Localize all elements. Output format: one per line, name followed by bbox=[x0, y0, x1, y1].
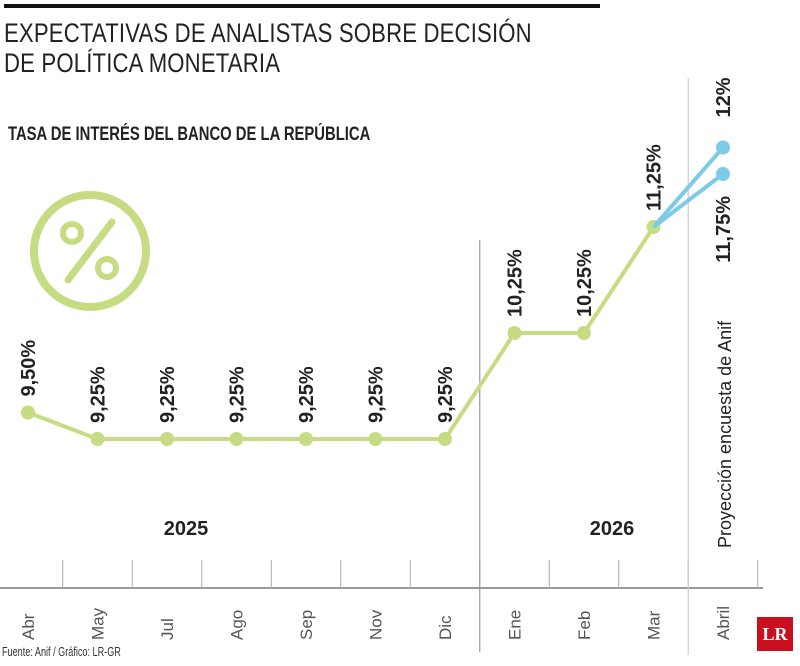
data-point bbox=[716, 167, 730, 181]
data-label: 9,25% bbox=[227, 366, 249, 423]
year-label: 2025 bbox=[164, 518, 209, 540]
data-label: 9,50% bbox=[18, 340, 40, 397]
data-label: 9,25% bbox=[157, 366, 179, 423]
data-point bbox=[368, 432, 383, 446]
data-label: 10,25% bbox=[574, 249, 596, 317]
lr-logo: LR bbox=[757, 617, 793, 651]
data-label: 9,25% bbox=[88, 366, 110, 423]
data-point bbox=[299, 432, 313, 446]
x-tick-label: Feb bbox=[575, 611, 594, 640]
title-line-1: EXPECTATIVAS DE ANALISTAS SOBRE DECISIÓN bbox=[4, 18, 532, 48]
title-line-2: DE POLÍTICA MONETARIA bbox=[4, 48, 281, 78]
data-point bbox=[90, 432, 105, 446]
data-label: 11,75% bbox=[713, 196, 735, 263]
data-label: 10,25% bbox=[505, 249, 527, 317]
chart-subtitle: TASA DE INTERÉS DEL BANCO DE LA REPÚBLIC… bbox=[8, 124, 371, 145]
series-line bbox=[651, 146, 725, 229]
data-point bbox=[716, 140, 730, 155]
x-tick-label: Nov bbox=[367, 609, 386, 640]
data-point bbox=[21, 405, 35, 420]
x-tick-label: Ene bbox=[506, 610, 525, 640]
x-tick-label: Abril bbox=[714, 606, 733, 640]
year-label: 2026 bbox=[590, 518, 635, 540]
data-point bbox=[507, 326, 522, 340]
x-tick-label: May bbox=[89, 607, 108, 640]
data-point bbox=[229, 432, 244, 446]
top-rule bbox=[4, 4, 600, 8]
projection-label: Proyección encuesta de Anif bbox=[715, 320, 735, 548]
data-point bbox=[160, 432, 174, 446]
x-tick-label: Dic bbox=[436, 615, 455, 640]
x-tick-label: Jul bbox=[158, 618, 177, 640]
source-note: Fuente: Anif / Gráfico: LR-GR bbox=[2, 644, 121, 659]
data-label: 9,25% bbox=[296, 366, 318, 423]
chart-title: EXPECTATIVAS DE ANALISTAS SOBRE DECISIÓN… bbox=[4, 18, 532, 78]
data-label: 9,25% bbox=[366, 366, 388, 423]
data-label: 9,25% bbox=[435, 366, 457, 423]
x-tick-label: Sep bbox=[297, 610, 316, 640]
data-label: 11,25% bbox=[644, 144, 666, 211]
data-point bbox=[577, 326, 591, 340]
percent-icon bbox=[30, 191, 150, 311]
series-line bbox=[652, 172, 725, 229]
data-label: 12% bbox=[713, 77, 735, 117]
series-line bbox=[27, 225, 656, 441]
x-tick-label: Mar bbox=[645, 610, 664, 640]
x-tick-label: Abr bbox=[19, 613, 38, 640]
data-point bbox=[438, 432, 452, 446]
x-tick-label: Ago bbox=[228, 610, 247, 640]
